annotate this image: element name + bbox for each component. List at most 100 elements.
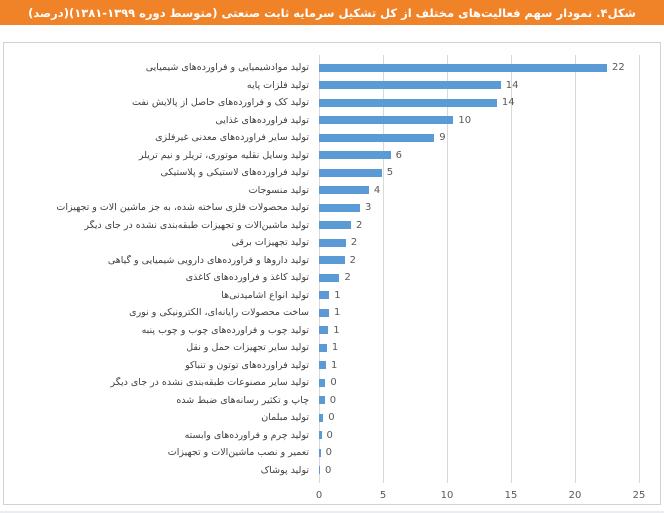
x-axis-tick-label: 25 (632, 490, 646, 501)
x-axis-tick-label: 5 (379, 490, 387, 501)
bar-row: تولید فراورده‌های لاستیکی و پلاستیکی 5 (4, 164, 660, 182)
value-label: 1 (333, 307, 341, 319)
bar (319, 133, 435, 142)
bar-row: چاپ و تکثیر رسانه‌های ضبط شده 0 (4, 392, 660, 410)
category-label: تولید فراورده‌های توتون و تنباکو (185, 359, 309, 371)
bar (319, 413, 324, 422)
category-label: تولید سایر تجهیزات حمل و نقل (186, 342, 309, 354)
bar-row: تولید محصولات فلزی ساخته شده، به جز ماشی… (4, 199, 660, 217)
bar-row: تولید فراورده‌های غذایی 10 (4, 112, 660, 130)
value-label: 2 (356, 219, 363, 231)
value-label: 4 (373, 184, 381, 196)
bar (319, 221, 351, 230)
value-label: 1 (334, 289, 341, 301)
bar (319, 203, 360, 212)
value-label: 22 (612, 62, 625, 74)
category-label: تولید سایر فراورده‌های معدنی غیرفلزی (155, 132, 309, 144)
bar (319, 396, 325, 405)
value-label: 0 (325, 464, 332, 476)
value-label: 1 (331, 359, 338, 371)
value-label: 1 (331, 342, 339, 354)
bar-row: تولید وسایل نقلیه موتوری، تریلر و نیم تر… (4, 147, 660, 165)
bar (319, 343, 327, 352)
bar-chart-figure: تولید موادشیمیایی و فراورده‌های شیمیایی 2… (3, 42, 661, 505)
bar-row: تولید پوشاک 0 (4, 462, 660, 480)
value-label: 0 (329, 394, 337, 406)
bar (319, 273, 340, 282)
category-label: تولید فراورده‌های لاستیکی و پلاستیکی (160, 167, 309, 179)
value-label: 1 (333, 324, 340, 336)
x-axis-tick-label: 0 (315, 490, 323, 501)
value-label: 5 (386, 167, 394, 179)
value-label: 0 (330, 377, 337, 389)
bar (319, 361, 327, 370)
gridline (447, 55, 448, 483)
category-label: تولید چرم و فراورده‌های وابسته (184, 429, 309, 441)
gridline (383, 55, 384, 483)
bar (319, 326, 329, 335)
bar (319, 448, 321, 457)
value-label: 3 (364, 202, 372, 214)
bar (319, 151, 391, 160)
category-label: تولید کک و فراورده‌های حاصل از پالایش نف… (132, 97, 309, 109)
value-label: 0 (325, 447, 333, 459)
bar (319, 466, 321, 475)
category-label: تولید سایر مصنوعات طبقه‌بندی نشده در جای… (110, 377, 309, 389)
bar-row: تولید تجهیزات برقی 2 (4, 234, 660, 252)
bar (319, 116, 454, 125)
value-label: 2 (344, 272, 351, 284)
category-label: تولید وسایل نقلیه موتوری، تریلر و نیم تر… (138, 149, 309, 161)
category-label: تعمیر و نصب ماشین‌آلات و تجهیزات (167, 447, 309, 459)
value-label: 14 (501, 97, 515, 109)
bar-row: تولید سایر مصنوعات طبقه‌بندی نشده در جای… (4, 374, 660, 392)
figure-title: شکل۴. نمودار سهم فعالیت‌های مختلف از کل … (28, 5, 636, 20)
bar (319, 238, 346, 247)
bar (319, 308, 329, 317)
bar (319, 81, 501, 90)
x-axis-tick-label: 10 (440, 490, 454, 501)
value-label: 0 (328, 412, 335, 424)
category-label: تولید موادشیمیایی و فراورده‌های شیمیایی (145, 62, 309, 74)
bar (319, 63, 607, 72)
bar-row: تولید چرم و فراورده‌های وابسته 0 (4, 427, 660, 445)
bar (319, 98, 497, 107)
gridline (639, 55, 640, 483)
category-label: تولید انواع آشامیدنی‌ها (221, 289, 309, 301)
category-label: تولید پوشاک (260, 464, 309, 476)
bar-rows: تولید موادشیمیایی و فراورده‌های شیمیایی 2… (4, 59, 660, 479)
bar (319, 291, 330, 300)
bar-row: تولید فلزات پایه 14 (4, 77, 660, 95)
bar-row: تولید ماشین‌آلات و تجهیزات طبقه‌بندی نشد… (4, 217, 660, 235)
bar-row: تولید کک و فراورده‌های حاصل از پالایش نف… (4, 94, 660, 112)
bar (319, 168, 382, 177)
x-axis-tick-label: 15 (504, 490, 518, 501)
x-axis-tick-label: 20 (568, 490, 582, 501)
figure-title-banner: شکل۴. نمودار سهم فعالیت‌های مختلف از کل … (0, 0, 664, 25)
value-label: 2 (349, 254, 356, 266)
value-label: 9 (439, 132, 446, 144)
gridline (319, 55, 320, 483)
value-label: 6 (395, 149, 403, 161)
page-bottom-divider (0, 511, 664, 513)
bar-row: تولید کاغذ و فراورده‌های کاغذی 2 (4, 269, 660, 287)
bar-row: تعمیر و نصب ماشین‌آلات و تجهیزات 0 (4, 444, 660, 462)
category-label: تولید فراورده‌های غذایی (215, 114, 309, 126)
value-label: 14 (505, 79, 519, 91)
category-label: تولید کاغذ و فراورده‌های کاغذی (185, 272, 309, 284)
category-label: چاپ و تکثیر رسانه‌های ضبط شده (176, 394, 309, 406)
category-label: تولید داروها و فراورده‌های دارویی شیمیای… (107, 254, 309, 266)
value-label: 2 (350, 237, 358, 249)
bar-row: تولید موادشیمیایی و فراورده‌های شیمیایی 2… (4, 59, 660, 77)
category-label: تولید محصولات فلزی ساخته شده، به جز ماشی… (56, 202, 309, 214)
bar (319, 431, 322, 440)
gridline (511, 55, 512, 483)
bar-row: تولید مبلمان 0 (4, 409, 660, 427)
category-label: تولید چوب و فراورده‌های چوب و چوب پنبه (141, 324, 309, 336)
category-label: تولید تجهیزات برقی (231, 237, 309, 249)
value-label: 10 (458, 114, 472, 126)
bar-row: ساخت محصولات رایانه‌ای، الکترونیکی و نور… (4, 304, 660, 322)
bar-row: تولید سایر فراورده‌های معدنی غیرفلزی 9 (4, 129, 660, 147)
value-label: 0 (326, 429, 333, 441)
bar-row: تولید سایر تجهیزات حمل و نقل 1 (4, 339, 660, 357)
category-label: تولید مبلمان (261, 412, 309, 424)
